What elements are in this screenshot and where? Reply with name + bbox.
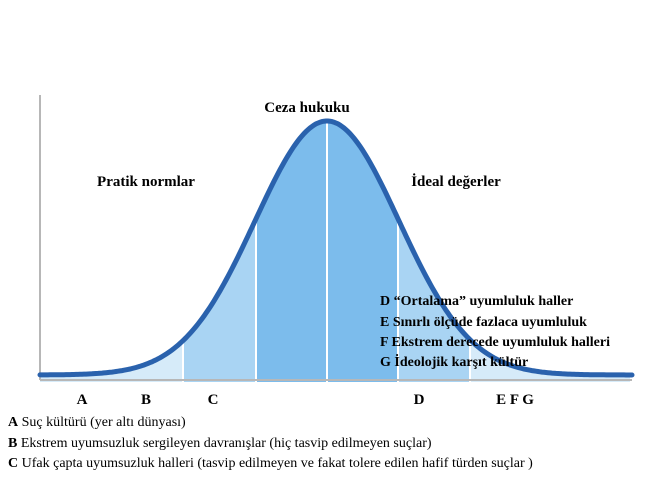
axis-letter: A [77, 392, 88, 408]
legend-key: A [8, 415, 19, 430]
right-legend-line: G İdeolojik karşıt kültür [380, 353, 528, 370]
right-region-label: İdeal değerler [411, 173, 501, 190]
right-legend-line: E Sınırlı ölçüde fazlaca uyumluluk [380, 315, 587, 330]
legend-text: Ekstrem uyumsuzluk sergileyen davranışla… [20, 436, 432, 451]
right-legend-line: D “Ortalama” uyumluluk haller [380, 294, 573, 309]
bottom-legend-line: C Ufak çapta uyumsuzluk halleri (tasvip … [8, 456, 533, 472]
diagram-title: Ceza hukuku [264, 100, 349, 116]
legend-text: Suç kültürü (yer altı dünyası) [21, 415, 186, 430]
right-legend-line: F Ekstrem derecede uyumluluk halleri [380, 335, 610, 350]
band-outer-left [40, 121, 183, 382]
axis-letter: C [208, 392, 219, 408]
bottom-legend-line: A Suç kültürü (yer altı dünyası) [8, 415, 186, 431]
axis-letter: E F G [496, 392, 534, 408]
axis-letter: D [414, 392, 425, 408]
left-region-label: Pratik normlar [97, 174, 195, 190]
legend-key: C [8, 456, 19, 471]
bottom-legend-line: B Ekstrem uyumsuzluk sergileyen davranış… [8, 436, 432, 452]
bell-curve-line [37, 118, 635, 378]
legend-key: B [8, 436, 18, 451]
axis-letter: B [141, 392, 151, 408]
legend-text: Ufak çapta uyumsuzluk halleri (tasvip ed… [21, 456, 533, 471]
